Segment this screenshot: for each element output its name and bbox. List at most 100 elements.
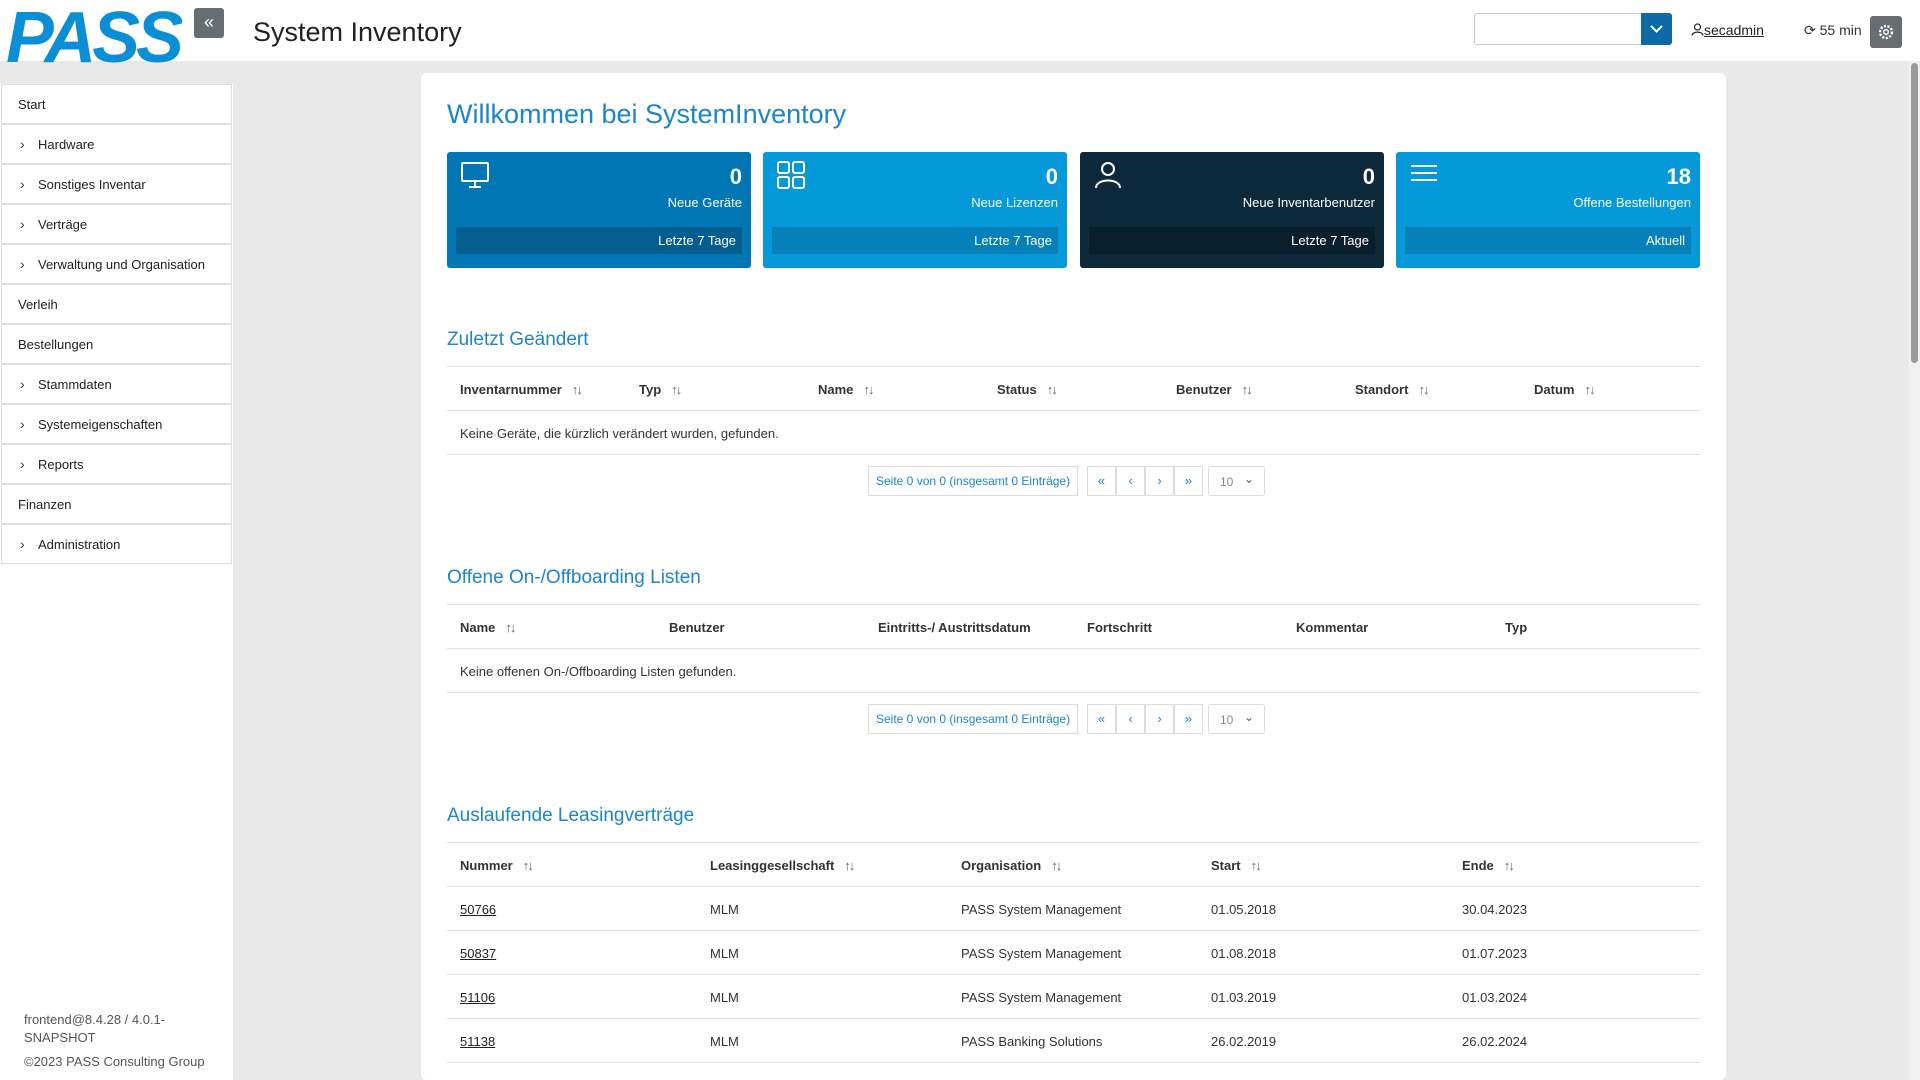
sidebar-item-verwaltung[interactable]: › Verwaltung und Organisation [1,244,232,284]
stat-open-orders[interactable]: 18 Offene Bestellungen Aktuell [1396,152,1700,268]
column-header[interactable]: Start ↑↓ [1211,858,1262,873]
last-page-button[interactable]: » [1174,466,1203,496]
stat-footer: Letzte 7 Tage [456,227,742,254]
table-row: 50766 MLM PASS System Management 01.05.2… [447,887,1700,931]
double-chevron-left-icon: « [1097,473,1106,488]
sidebar-item-label: Reports [38,457,84,472]
next-page-button[interactable]: › [1145,466,1174,496]
sidebar-item-label: Stammdaten [38,377,112,392]
pass-logo[interactable]: PASS [6,6,182,66]
sidebar-item-label: Finanzen [18,497,72,512]
sidebar-item-label: Administration [38,537,121,552]
stat-value: 0 [729,164,742,189]
page-size-select[interactable]: 10 ⌄ [1208,466,1265,496]
sidebar-footer: frontend@8.4.28 / 4.0.1-SNAPSHOT ©2023 P… [24,1011,205,1071]
timer-value: 55 min [1819,22,1862,38]
sidebar-item-hardware[interactable]: › Hardware [1,124,232,164]
contract-link[interactable]: 51138 [460,1034,496,1049]
sort-icon: ↑↓ [1051,858,1062,873]
sidebar-item-start[interactable]: Start [1,84,232,124]
column-header[interactable]: Organisation ↑↓ [961,858,1062,873]
user-icon [1691,23,1704,36]
empty-row: Keine offenen On-/Offboarding Listen gef… [447,649,1700,693]
sidebar-item-label: Verträge [38,217,88,232]
column-header[interactable]: Inventarnummer ↑↓ [460,382,583,397]
version-text: frontend@8.4.28 / 4.0.1-SNAPSHOT [24,1012,166,1045]
user-name: secadmin [1704,22,1764,38]
last-page-button[interactable]: » [1174,704,1203,734]
stat-new-devices[interactable]: 0 Neue Geräte Letzte 7 Tage [447,152,751,268]
column-header[interactable]: Status ↑↓ [997,382,1058,397]
stat-caption: Neue Geräte [667,195,742,210]
settings-button[interactable] [1870,16,1902,48]
contract-link[interactable]: 50766 [460,902,497,917]
section-title-recent: Zuletzt Geändert [447,329,589,350]
monitor-icon [461,162,489,188]
session-timer[interactable]: ⟳ 55 min [1804,22,1862,39]
double-chevron-left-icon: « [1097,711,1106,726]
column-header[interactable]: Name ↑↓ [818,382,874,397]
user-link[interactable]: secadmin [1691,22,1764,38]
stat-new-inventory-users[interactable]: 0 Neue Inventarbenutzer Letzte 7 Tage [1080,152,1384,268]
column-header[interactable]: Ende ↑↓ [1462,858,1515,873]
empty-row: Keine Geräte, die kürzlich verändert wur… [447,411,1700,455]
table-row: 51138 MLM PASS Banking Solutions 26.02.2… [447,1019,1700,1063]
collapse-sidebar-button[interactable]: « [194,8,224,38]
double-chevron-right-icon: » [1184,711,1193,726]
column-header[interactable]: Name ↑↓ [460,620,516,635]
chevron-right-icon: › [1157,711,1162,726]
sort-icon: ↑↓ [1503,858,1515,873]
scrollbar-thumb[interactable] [1911,63,1918,363]
sidebar-item-label: Start [18,97,46,112]
section-title-onboarding: Offene On-/Offboarding Listen [447,567,701,588]
column-header[interactable]: Typ ↑↓ [639,382,682,397]
chevron-right-icon: › [20,416,25,432]
double-chevron-left-icon: « [203,12,214,32]
sort-icon: ↑↓ [1046,382,1058,397]
sidebar-item-administration[interactable]: › Administration [1,524,232,564]
chevron-down-icon: ⌄ [1243,710,1254,724]
chevron-left-icon: ‹ [1128,711,1133,726]
empty-message: Keine Geräte, die kürzlich verändert wur… [460,426,779,441]
prev-page-button[interactable]: ‹ [1116,466,1145,496]
page-scrollbar[interactable] [1909,61,1920,1080]
table-cell: 01.03.2024 [1462,990,1528,1005]
stat-new-licenses[interactable]: 0 Neue Lizenzen Letzte 7 Tage [763,152,1067,268]
sidebar-item-stammdaten[interactable]: › Stammdaten [1,364,232,404]
first-page-button[interactable]: « [1087,466,1116,496]
sidebar-item-finanzen[interactable]: Finanzen [1,484,232,524]
sidebar-item-sonstiges-inventar[interactable]: › Sonstiges Inventar [1,164,232,204]
svg-text:PASS: PASS [6,6,182,66]
table-cell: 01.07.2023 [1462,946,1528,961]
stat-caption: Neue Lizenzen [971,195,1058,210]
stat-footer: Aktuell [1405,227,1691,254]
top-select[interactable] [1474,13,1672,45]
pagination-info: Seite 0 von 0 (insgesamt 0 Einträge) [868,466,1079,496]
page-size-select[interactable]: 10 ⌄ [1208,704,1265,734]
sort-icon: ↑↓ [671,382,682,397]
column-header[interactable]: Leasinggesellschaft ↑↓ [710,858,855,873]
select-toggle-button[interactable] [1641,13,1672,45]
contract-link[interactable]: 51106 [460,990,496,1005]
sort-icon: ↑↓ [571,382,583,397]
column-header[interactable]: Nummer ↑↓ [460,858,534,873]
column-header[interactable]: Datum ↑↓ [1534,382,1595,397]
column-header[interactable]: Benutzer ↑↓ [1176,382,1253,397]
sidebar-item-verleih[interactable]: Verleih [1,284,232,324]
sidebar-item-label: Systemeigenschaften [38,417,163,432]
chevron-right-icon: › [20,376,25,392]
sidebar-item-label: Sonstiges Inventar [38,177,146,192]
sidebar-item-reports[interactable]: › Reports [1,444,232,484]
contract-link[interactable]: 50837 [460,946,497,961]
pagination-info: Seite 0 von 0 (insgesamt 0 Einträge) [868,704,1079,734]
sidebar-item-vertraege[interactable]: › Verträge [1,204,232,244]
sidebar-item-bestellungen[interactable]: Bestellungen [1,324,232,364]
sidebar-item-systemeigenschaften[interactable]: › Systemeigenschaften [1,404,232,444]
stat-caption: Neue Inventarbenutzer [1242,195,1375,210]
table-cell: MLM [710,1034,739,1049]
double-chevron-right-icon: » [1184,473,1193,488]
column-header[interactable]: Standort ↑↓ [1355,382,1429,397]
first-page-button[interactable]: « [1087,704,1116,734]
next-page-button[interactable]: › [1145,704,1174,734]
prev-page-button[interactable]: ‹ [1116,704,1145,734]
